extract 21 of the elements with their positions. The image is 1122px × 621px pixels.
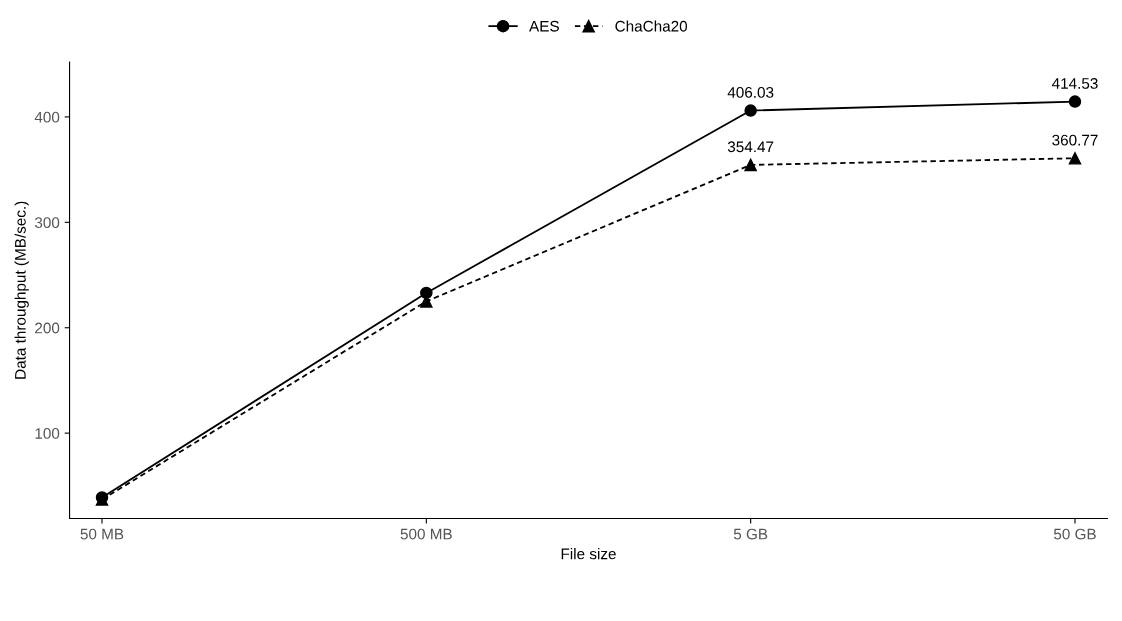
x-tick-label: 50 MB [80,528,124,540]
legend-label: ChaCha20 [615,20,688,32]
point [420,286,433,300]
x-tick-label: 5 GB [733,528,768,540]
y-tick-label: 300 [34,217,60,229]
x-tick-label: 500 MB [400,528,452,540]
data-label: 406.03 [727,87,774,98]
point [744,104,757,117]
x-axis-title: File size [561,548,616,560]
point [744,158,757,172]
point [1068,152,1082,165]
legend-label: AES [529,20,559,32]
data-label: 414.53 [1051,78,1098,89]
data-label: 354.47 [727,141,774,153]
x-tick-label: 50 GB [1053,528,1096,540]
y-tick-label: 400 [34,111,60,123]
y-tick-label: 100 [35,428,60,439]
y-axis-title: Data throughput (MB/sec.) [14,201,29,379]
point [1068,95,1082,108]
data-label: 360.77 [1052,134,1098,146]
y-tick-label: 200 [35,322,60,334]
